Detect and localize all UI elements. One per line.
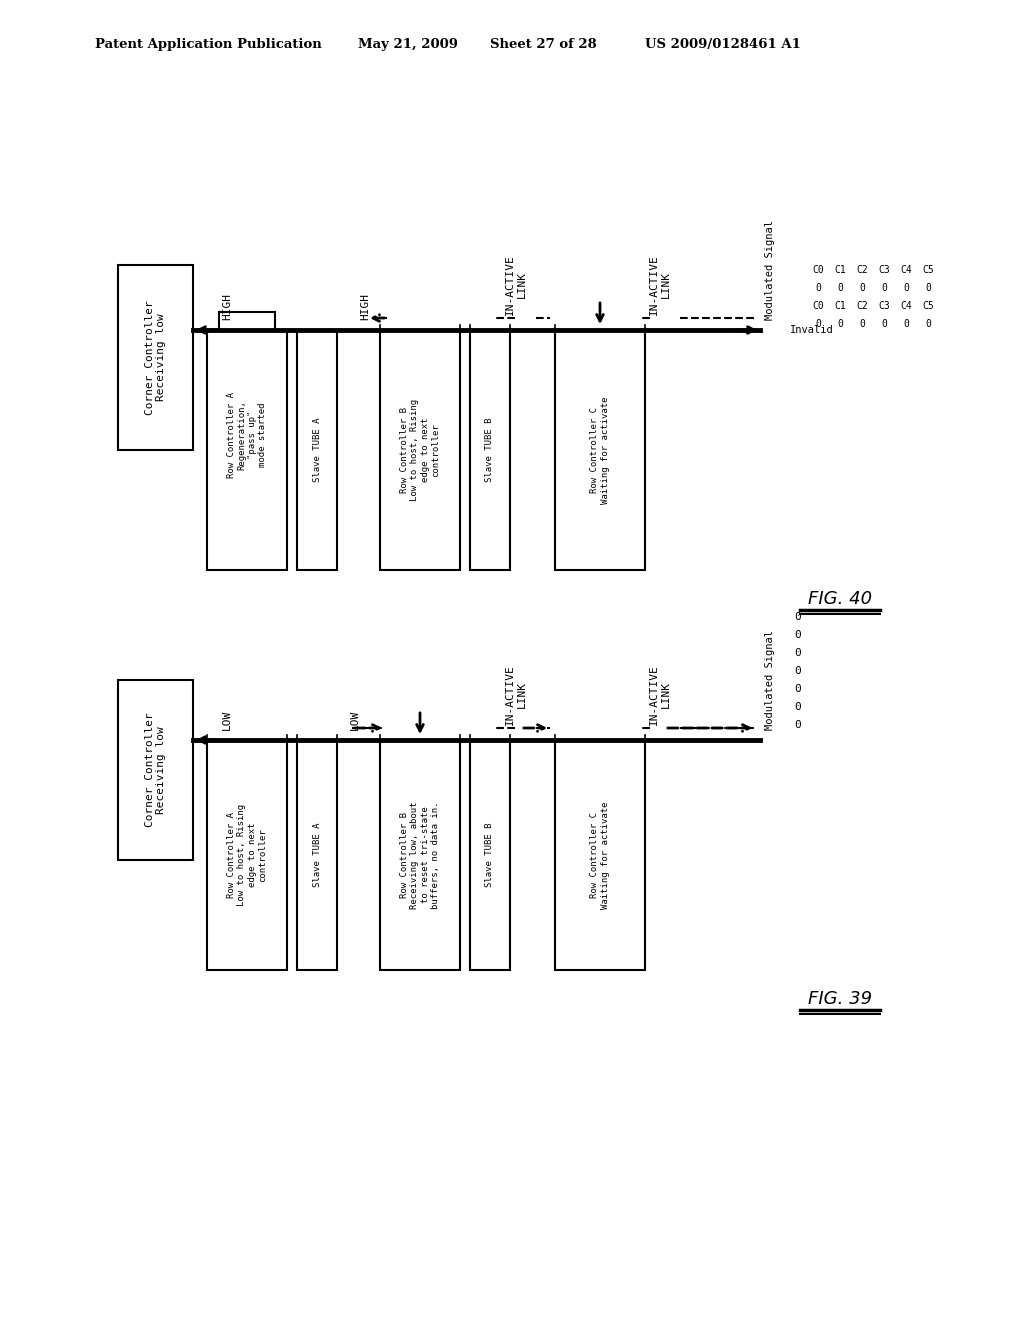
Text: Modulated Signal: Modulated Signal	[765, 220, 775, 319]
Text: Invalid: Invalid	[790, 325, 834, 335]
Text: Slave TUBE B: Slave TUBE B	[485, 417, 495, 482]
Text: 0: 0	[859, 319, 865, 329]
Text: Row Controller A
Low to host, Rising
edge to next
controller: Row Controller A Low to host, Rising edg…	[227, 804, 267, 906]
Text: 0: 0	[837, 282, 843, 293]
Text: FIG. 40: FIG. 40	[808, 590, 872, 609]
Text: IN-ACTIVE
LINK: IN-ACTIVE LINK	[649, 664, 671, 725]
Text: 0: 0	[903, 282, 909, 293]
Text: 0: 0	[859, 282, 865, 293]
Text: 0: 0	[837, 319, 843, 329]
Text: Slave TUBE A: Slave TUBE A	[312, 822, 322, 887]
Text: C4: C4	[900, 265, 912, 275]
Bar	[555, 741, 645, 970]
Text: IN-ACTIVE
LINK: IN-ACTIVE LINK	[505, 255, 526, 315]
Text: Row Controller C
Waiting for activate: Row Controller C Waiting for activate	[590, 801, 609, 908]
Text: C3: C3	[879, 265, 890, 275]
Bar	[555, 330, 645, 570]
Bar	[118, 265, 193, 450]
Text: Sheet 27 of 28: Sheet 27 of 28	[490, 38, 597, 51]
Text: Row Controller C
Waiting for activate: Row Controller C Waiting for activate	[590, 396, 609, 504]
Text: IN-ACTIVE
LINK: IN-ACTIVE LINK	[649, 255, 671, 315]
Text: 0: 0	[795, 667, 802, 676]
Text: IN-ACTIVE
LINK: IN-ACTIVE LINK	[505, 664, 526, 725]
Bar	[470, 330, 510, 570]
Text: C5: C5	[923, 265, 934, 275]
Text: FIG. 39: FIG. 39	[808, 990, 872, 1008]
Text: LOW: LOW	[222, 710, 232, 730]
Text: 0: 0	[925, 319, 931, 329]
Text: 0: 0	[903, 319, 909, 329]
Text: HIGH: HIGH	[222, 293, 232, 319]
Text: C5: C5	[923, 301, 934, 312]
Text: Row Controller A
Regeneration,
"pass up"
mode started: Row Controller A Regeneration, "pass up"…	[227, 392, 267, 478]
Text: Modulated Signal: Modulated Signal	[765, 630, 775, 730]
Bar	[118, 680, 193, 861]
Text: C4: C4	[900, 301, 912, 312]
Bar	[297, 330, 337, 570]
Bar	[207, 741, 287, 970]
Text: US 2009/0128461 A1: US 2009/0128461 A1	[645, 38, 801, 51]
Text: C2: C2	[856, 301, 868, 312]
Text: C2: C2	[856, 265, 868, 275]
Text: 0: 0	[815, 319, 821, 329]
Text: May 21, 2009: May 21, 2009	[358, 38, 458, 51]
Text: 0: 0	[881, 319, 887, 329]
Text: 0: 0	[795, 684, 802, 694]
Text: HIGH: HIGH	[360, 293, 370, 319]
Text: C0: C0	[812, 265, 824, 275]
Text: Corner Controller
Receiving low: Corner Controller Receiving low	[144, 713, 166, 828]
Text: C3: C3	[879, 301, 890, 312]
Text: 0: 0	[815, 282, 821, 293]
Bar	[297, 741, 337, 970]
Bar	[470, 741, 510, 970]
Text: Patent Application Publication: Patent Application Publication	[95, 38, 322, 51]
Text: C1: C1	[835, 301, 846, 312]
Text: Slave TUBE B: Slave TUBE B	[485, 822, 495, 887]
Text: 0: 0	[925, 282, 931, 293]
Text: 0: 0	[795, 719, 802, 730]
Bar	[380, 741, 460, 970]
Bar	[380, 330, 460, 570]
Text: Row Controller B
Low to host, Rising
edge to next
controller: Row Controller B Low to host, Rising edg…	[400, 399, 440, 502]
Text: 0: 0	[795, 630, 802, 640]
Text: 0: 0	[795, 702, 802, 711]
Text: Slave TUBE A: Slave TUBE A	[312, 417, 322, 482]
Text: 0: 0	[795, 648, 802, 657]
Text: 0: 0	[795, 612, 802, 622]
Text: Row Controller B
Receiving low, about
to reset tri-state
buffers, no data in.: Row Controller B Receiving low, about to…	[400, 801, 440, 908]
Bar	[207, 330, 287, 570]
Text: 0: 0	[881, 282, 887, 293]
Text: Corner Controller
Receiving low: Corner Controller Receiving low	[144, 300, 166, 414]
Text: C1: C1	[835, 265, 846, 275]
Text: LOW: LOW	[350, 710, 360, 730]
Text: C0: C0	[812, 301, 824, 312]
